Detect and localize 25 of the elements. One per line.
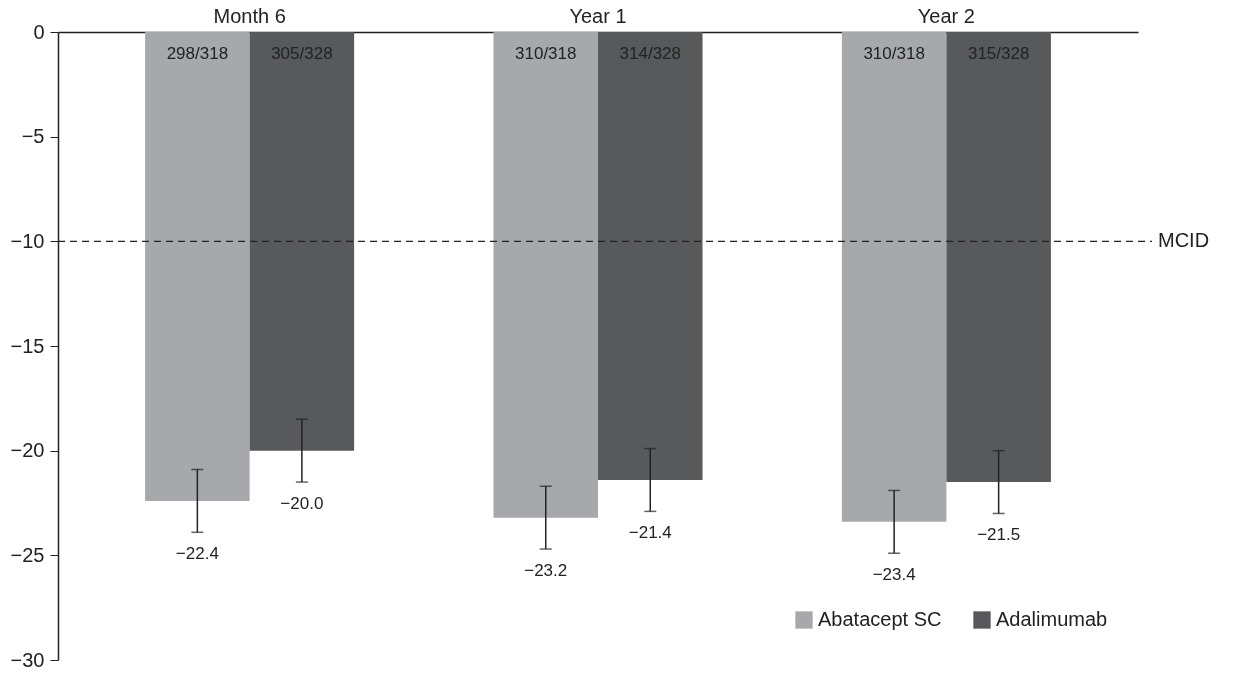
annotation: 298/318 bbox=[166, 44, 229, 63]
y-tick-label: −20 bbox=[10, 439, 45, 462]
ref-line-label: MCID bbox=[1158, 229, 1210, 252]
data-label: −21.4 bbox=[628, 523, 672, 543]
annotation: 305/328 bbox=[271, 44, 333, 63]
x-tick-label: Year 2 bbox=[917, 4, 975, 27]
y-tick-label: −15 bbox=[10, 334, 45, 357]
y-tick-label: −25 bbox=[10, 543, 45, 566]
annotation: 310/318 bbox=[515, 44, 577, 63]
data-label: −21.5 bbox=[977, 525, 1021, 545]
legend-label: Adalimumab bbox=[996, 608, 1108, 630]
annotation: 314/328 bbox=[619, 44, 681, 63]
data-label: −22.4 bbox=[175, 544, 219, 564]
data-label: −23.2 bbox=[524, 561, 568, 581]
x-tick-label: Month 6 bbox=[213, 4, 286, 27]
data-label: −20.0 bbox=[280, 494, 324, 514]
y-tick-label: −10 bbox=[10, 229, 45, 252]
data-label: −23.4 bbox=[872, 565, 916, 585]
annotation: 310/318 bbox=[863, 44, 925, 63]
x-tick-label: Year 1 bbox=[569, 4, 627, 27]
annotation: 315/328 bbox=[967, 44, 1030, 63]
y-tick-label: −5 bbox=[21, 125, 45, 148]
y-tick-label: 0 bbox=[33, 20, 45, 43]
y-tick-label: −30 bbox=[10, 648, 45, 671]
legend-label: Abatacept SC bbox=[818, 608, 942, 630]
